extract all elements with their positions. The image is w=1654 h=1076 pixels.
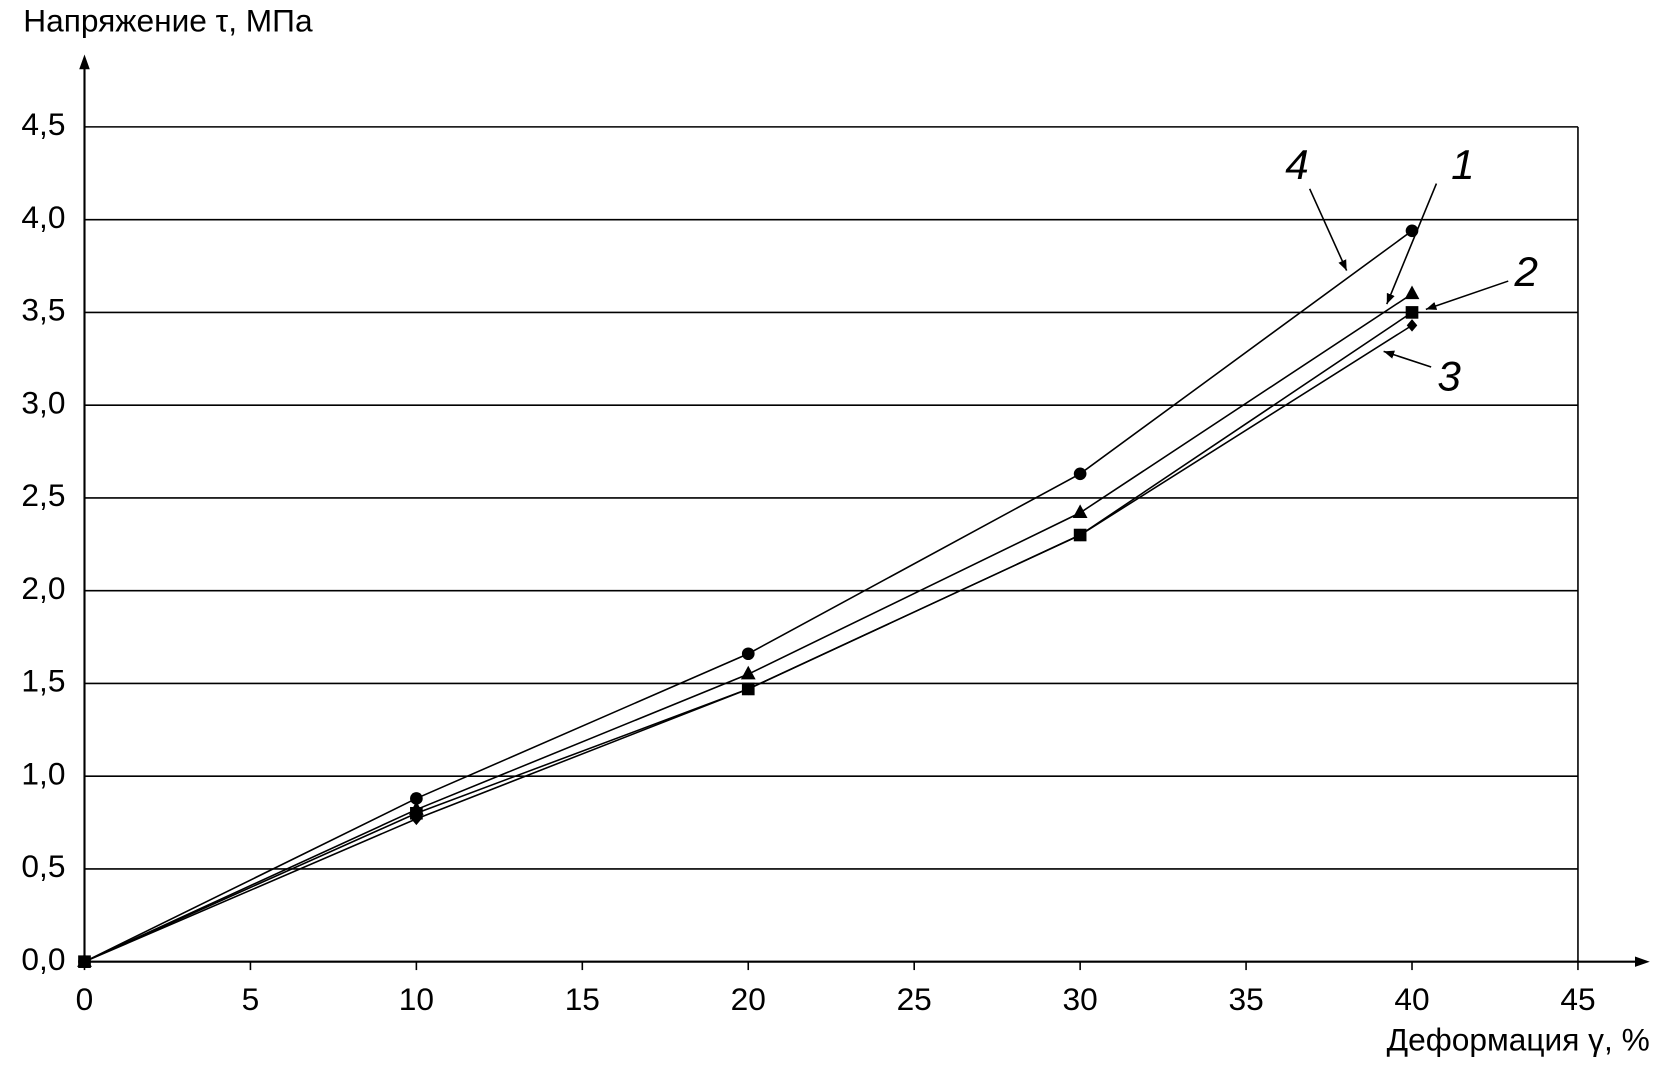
point xyxy=(1072,504,1088,518)
y-axis-title: Напряжение τ, МПа xyxy=(23,2,313,38)
y-tick-label: 2,0 xyxy=(21,570,65,606)
y-tick-label: 4,0 xyxy=(21,199,65,235)
x-tick-label: 40 xyxy=(1394,981,1429,1017)
series-label: 4 xyxy=(1285,141,1308,188)
x-tick-label: 0 xyxy=(76,981,94,1017)
point xyxy=(741,647,755,661)
series-line xyxy=(84,230,1413,963)
point xyxy=(1405,306,1419,319)
series-line xyxy=(84,293,1413,963)
x-axis-title: Деформация γ, % xyxy=(1387,1022,1650,1058)
series-label: 2 xyxy=(1513,248,1537,295)
x-tick-label: 20 xyxy=(731,981,766,1017)
y-arrow xyxy=(79,54,90,70)
point xyxy=(1406,319,1418,332)
point xyxy=(1404,285,1420,300)
y-tick-label: 1,0 xyxy=(21,756,65,792)
y-tick-label: 1,5 xyxy=(21,663,65,699)
y-tick-label: 3,5 xyxy=(21,292,65,328)
x-tick-label: 10 xyxy=(399,981,434,1017)
y-tick-label: 0,5 xyxy=(21,848,65,884)
series-label: 3 xyxy=(1437,353,1461,400)
point xyxy=(1073,467,1087,481)
annotation-arrow xyxy=(1386,183,1438,305)
point xyxy=(78,955,91,968)
x-tick-label: 35 xyxy=(1228,981,1263,1017)
point xyxy=(1074,528,1086,542)
point xyxy=(742,682,754,696)
point xyxy=(410,792,423,805)
annotation-arrow xyxy=(1383,350,1432,368)
series-label: 1 xyxy=(1451,141,1474,188)
y-tick-label: 4,5 xyxy=(21,106,65,142)
point xyxy=(411,812,422,826)
x-tick-label: 25 xyxy=(897,981,932,1017)
y-tick-label: 0,0 xyxy=(21,941,65,977)
point xyxy=(740,665,756,680)
annotation-arrow xyxy=(1308,188,1348,271)
annotation-arrow xyxy=(1425,280,1509,311)
x-tick-label: 5 xyxy=(242,981,260,1017)
y-tick-label: 2,5 xyxy=(21,477,65,513)
x-tick-label: 30 xyxy=(1063,981,1098,1017)
y-tick-label: 3,0 xyxy=(21,385,65,421)
x-tick-label: 45 xyxy=(1560,981,1595,1017)
series-line xyxy=(84,324,1413,963)
x-arrow xyxy=(1634,956,1650,967)
x-tick-label: 15 xyxy=(565,981,600,1017)
